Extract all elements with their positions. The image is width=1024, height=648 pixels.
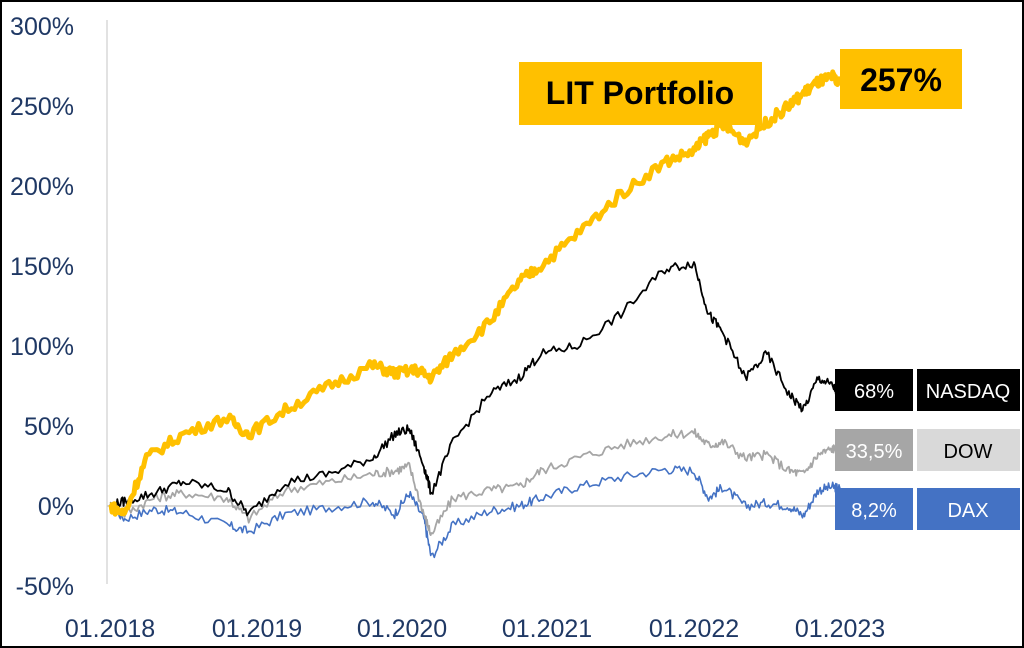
nasdaq-value-tag [835, 369, 913, 411]
y-tick-label: -50% [16, 573, 74, 601]
dax-name-tag [917, 488, 1020, 530]
x-tick-label: 01.2018 [65, 615, 155, 643]
y-tick-label: 50% [24, 413, 74, 441]
dow-value-tag [835, 429, 913, 471]
x-axis: 01.2018 01.2019 01.2020 01.2021 01.2022 … [65, 505, 885, 643]
dow-name-tag [917, 429, 1020, 471]
y-tick-label: 150% [10, 253, 74, 281]
series-line-dax [109, 465, 841, 559]
dax-value-tag [835, 488, 913, 530]
x-tick-label: 01.2019 [212, 615, 302, 643]
nasdaq-value-label: 68% [854, 381, 894, 403]
y-tick-label: 250% [10, 93, 74, 121]
nasdaq-name-label: NASDAQ [926, 381, 1010, 403]
series-line-nasdaq [109, 261, 841, 517]
series-layer [108, 69, 842, 559]
dax-name-label: DAX [947, 500, 988, 522]
y-axis: 300% 250% 200% 150% 100% 50% 0% -50% [10, 13, 108, 601]
x-tick-label: 01.2020 [357, 615, 447, 643]
y-tick-label: 200% [10, 173, 74, 201]
portfolio-value-tag [840, 49, 962, 109]
dow-name-label: DOW [944, 441, 993, 463]
portfolio-value-label: 257% [860, 62, 942, 98]
series-line-dow [109, 428, 841, 536]
portfolio-name-tag [519, 62, 762, 125]
series-line-lit-portfolio [108, 69, 842, 517]
x-tick-label: 01.2021 [502, 615, 592, 643]
dow-value-label: 33,5% [846, 441, 903, 463]
y-tick-label: 0% [38, 493, 74, 521]
y-tick-label: 300% [10, 13, 74, 41]
y-tick-label: 100% [10, 333, 74, 361]
x-tick-label: 01.2022 [649, 615, 739, 643]
nasdaq-name-tag [917, 369, 1020, 411]
x-tick-label: 01.2023 [795, 615, 885, 643]
dax-value-label: 8,2% [851, 500, 897, 522]
portfolio-name-label: LIT Portfolio [546, 75, 734, 111]
series-tags: 68% NASDAQ 33,5% DOW 8,2% DAX LIT Portfo… [519, 49, 1020, 530]
